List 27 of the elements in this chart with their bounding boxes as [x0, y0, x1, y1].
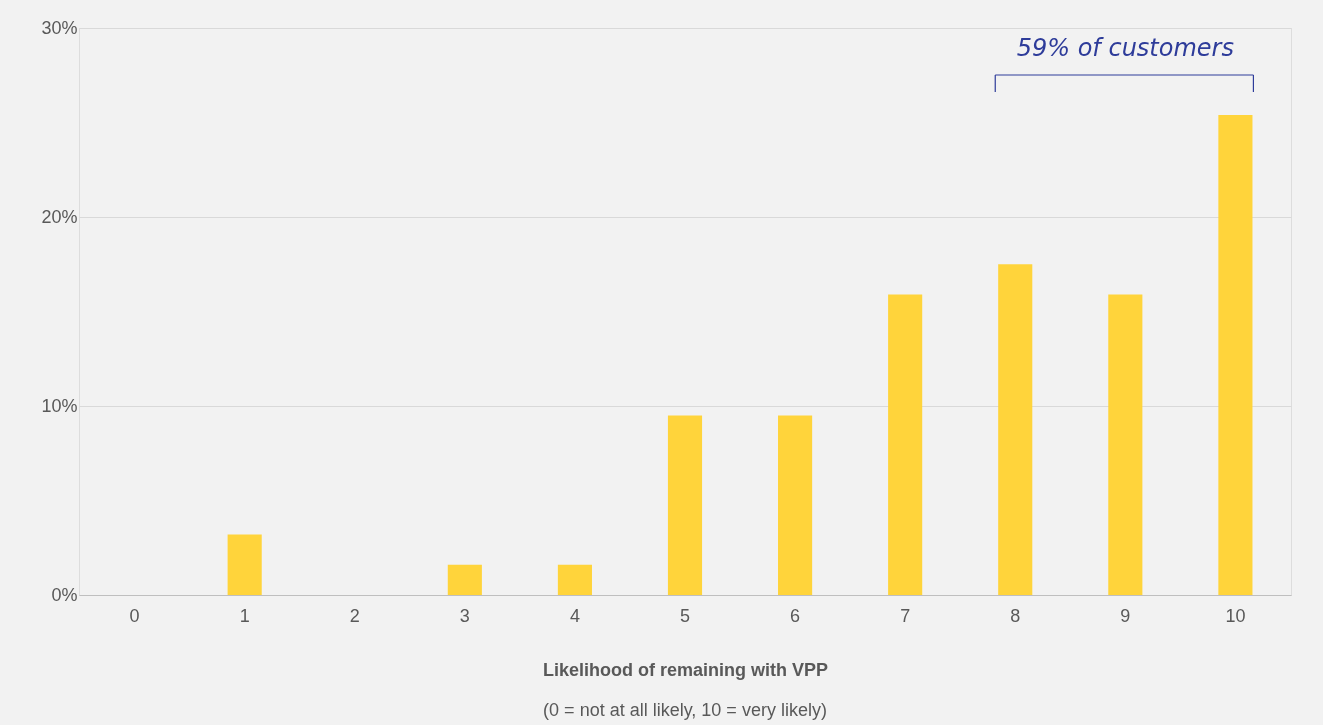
bar [778, 415, 813, 595]
annotation: 59% of customers [1016, 34, 1234, 62]
bar [1108, 294, 1143, 595]
x-tick-label: 7 [900, 605, 911, 626]
x-tick-label: 4 [569, 605, 580, 626]
x-tick-label: 6 [790, 605, 801, 626]
x-tick-label: 8 [1010, 605, 1021, 626]
bar [447, 564, 482, 595]
x-axis-title: Likelihood of remaining with VPP [542, 659, 829, 680]
x-tick-label: 10 [1225, 605, 1246, 626]
bar [667, 415, 703, 595]
bar [998, 264, 1033, 595]
bar [557, 564, 592, 595]
y-tick-label: 20% [41, 206, 78, 227]
bar [227, 534, 262, 595]
y-tick-label: 30% [41, 17, 78, 38]
x-tick-label: 0 [129, 605, 140, 626]
y-tick-label: 10% [41, 395, 78, 416]
bar [888, 294, 923, 595]
x-tick-label: 5 [679, 605, 691, 626]
y-tick-label: 0% [51, 584, 78, 605]
x-tick-label: 1 [239, 605, 250, 626]
text: (0 = not at all likely, 10 = very likely) [543, 700, 827, 720]
bar [1218, 114, 1253, 595]
x-tick-label: 2 [349, 605, 360, 626]
x-tick-label: 3 [459, 605, 470, 626]
x-tick-label: 9 [1120, 605, 1131, 626]
